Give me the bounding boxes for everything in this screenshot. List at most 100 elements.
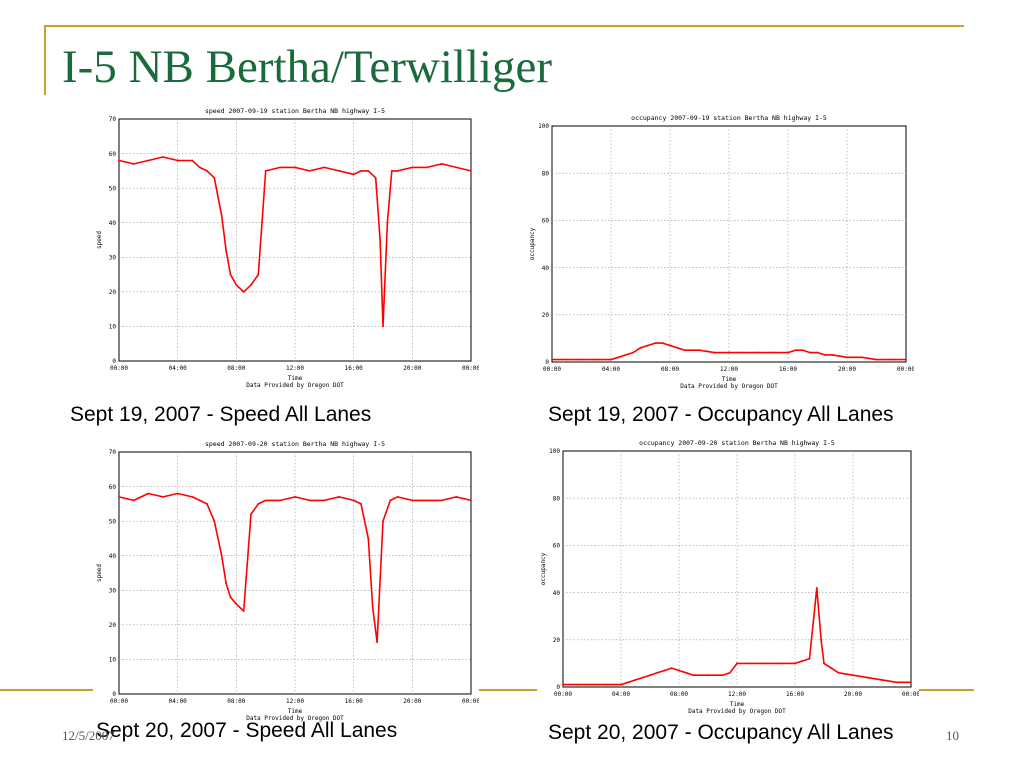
x-tick-label: 00:00 xyxy=(110,365,128,372)
data-point xyxy=(801,349,804,352)
data-point xyxy=(787,351,789,354)
x-tick-label: 16:00 xyxy=(345,698,363,705)
data-point xyxy=(685,671,688,674)
data-point xyxy=(470,169,472,172)
data-point xyxy=(591,683,593,686)
y-axis-label: occupancy xyxy=(540,552,547,585)
data-point xyxy=(656,671,659,674)
data-point xyxy=(382,325,384,328)
data-point xyxy=(649,674,651,677)
data-point xyxy=(698,349,701,352)
x-tick-label: 04:00 xyxy=(612,691,630,698)
y-tick-label: 10 xyxy=(109,657,117,664)
y-axis-label: speed xyxy=(96,231,103,249)
y-tick-label: 0 xyxy=(112,358,116,365)
data-point xyxy=(728,351,730,354)
data-point xyxy=(654,342,657,345)
data-point xyxy=(426,166,428,169)
data-point xyxy=(147,492,150,495)
data-point xyxy=(213,520,216,523)
bottom-rule xyxy=(0,689,974,691)
data-point xyxy=(895,681,898,684)
data-point xyxy=(390,169,393,172)
footer-date: 12/5/2007 xyxy=(62,728,115,743)
data-point xyxy=(728,671,731,674)
data-point xyxy=(812,615,815,618)
y-tick-label: 20 xyxy=(542,312,550,319)
x-tick-label: 04:00 xyxy=(169,698,187,705)
y-tick-label: 20 xyxy=(109,289,117,296)
x-tick-label: 12:00 xyxy=(286,698,304,705)
data-point xyxy=(376,641,379,644)
data-point xyxy=(794,349,797,352)
x-tick-label: 08:00 xyxy=(227,698,245,705)
caption-occupancy-sept19: Sept 19, 2007 - Occupancy All Lanes xyxy=(548,403,894,426)
data-point xyxy=(815,586,818,589)
x-tick-label: 04:00 xyxy=(169,365,187,372)
chart-title: occupancy 2007-09-19 station Bertha NB h… xyxy=(631,114,827,122)
x-axis-label: Time xyxy=(288,375,303,382)
x-axis-label: Time xyxy=(288,708,303,715)
data-point xyxy=(257,502,260,505)
data-point xyxy=(801,660,804,662)
data-point xyxy=(235,284,238,286)
data-point xyxy=(910,681,912,684)
data-point xyxy=(367,537,370,540)
data-point xyxy=(846,356,848,359)
y-tick-label: 100 xyxy=(538,123,549,130)
data-point xyxy=(367,169,370,172)
data-point xyxy=(646,344,649,347)
data-point xyxy=(440,499,443,502)
x-tick-label: 04:00 xyxy=(602,366,620,373)
x-tick-label: 12:00 xyxy=(286,365,304,372)
data-point xyxy=(562,683,564,686)
data-point xyxy=(426,499,428,502)
x-tick-label: 16:00 xyxy=(345,365,363,372)
data-point xyxy=(779,662,782,665)
x-tick-label: 20:00 xyxy=(838,366,856,373)
data-point xyxy=(374,176,377,179)
y-tick-label: 0 xyxy=(112,691,116,698)
x-tick-label: 00:00 xyxy=(554,691,572,698)
data-point xyxy=(721,674,724,677)
data-point xyxy=(162,156,164,158)
y-tick-label: 60 xyxy=(109,484,117,491)
data-point xyxy=(279,499,282,502)
data-point xyxy=(198,499,201,502)
data-point xyxy=(162,496,164,498)
left-rule xyxy=(44,25,46,95)
y-tick-label: 40 xyxy=(542,265,550,272)
series-line xyxy=(563,587,911,686)
chart-occupancy-sept20: occupancy 2007-09-20 station Bertha NB h… xyxy=(537,435,919,721)
data-point xyxy=(866,676,869,679)
data-point xyxy=(308,499,311,502)
data-point xyxy=(225,582,227,585)
data-point xyxy=(881,679,883,681)
data-point xyxy=(229,596,232,599)
chart-speed-sept19: speed 2007-09-19 station Bertha NB highw… xyxy=(93,103,479,395)
y-tick-label: 60 xyxy=(553,543,561,550)
chart-occupancy-sept20-svg: occupancy 2007-09-20 station Bertha NB h… xyxy=(540,439,919,715)
chart-occupancy-sept19-svg: occupancy 2007-09-19 station Bertha NB h… xyxy=(529,114,914,390)
chart-title: occupancy 2007-09-20 station Bertha NB h… xyxy=(639,439,835,447)
y-tick-label: 20 xyxy=(553,637,561,644)
data-point xyxy=(627,681,630,684)
y-tick-label: 100 xyxy=(549,448,560,455)
data-point xyxy=(772,351,775,354)
y-tick-label: 20 xyxy=(109,622,117,629)
data-point xyxy=(323,166,326,169)
data-point xyxy=(890,358,893,361)
data-point xyxy=(816,351,819,354)
y-tick-label: 10 xyxy=(109,324,117,331)
data-point xyxy=(191,496,194,498)
data-point xyxy=(683,349,686,352)
data-point xyxy=(823,354,826,356)
data-point xyxy=(242,290,245,293)
data-point xyxy=(831,354,834,356)
data-point xyxy=(338,169,340,172)
data-point xyxy=(118,496,120,498)
data-point xyxy=(176,492,179,495)
data-point xyxy=(620,683,622,686)
data-point xyxy=(206,502,208,505)
data-point xyxy=(678,669,680,672)
